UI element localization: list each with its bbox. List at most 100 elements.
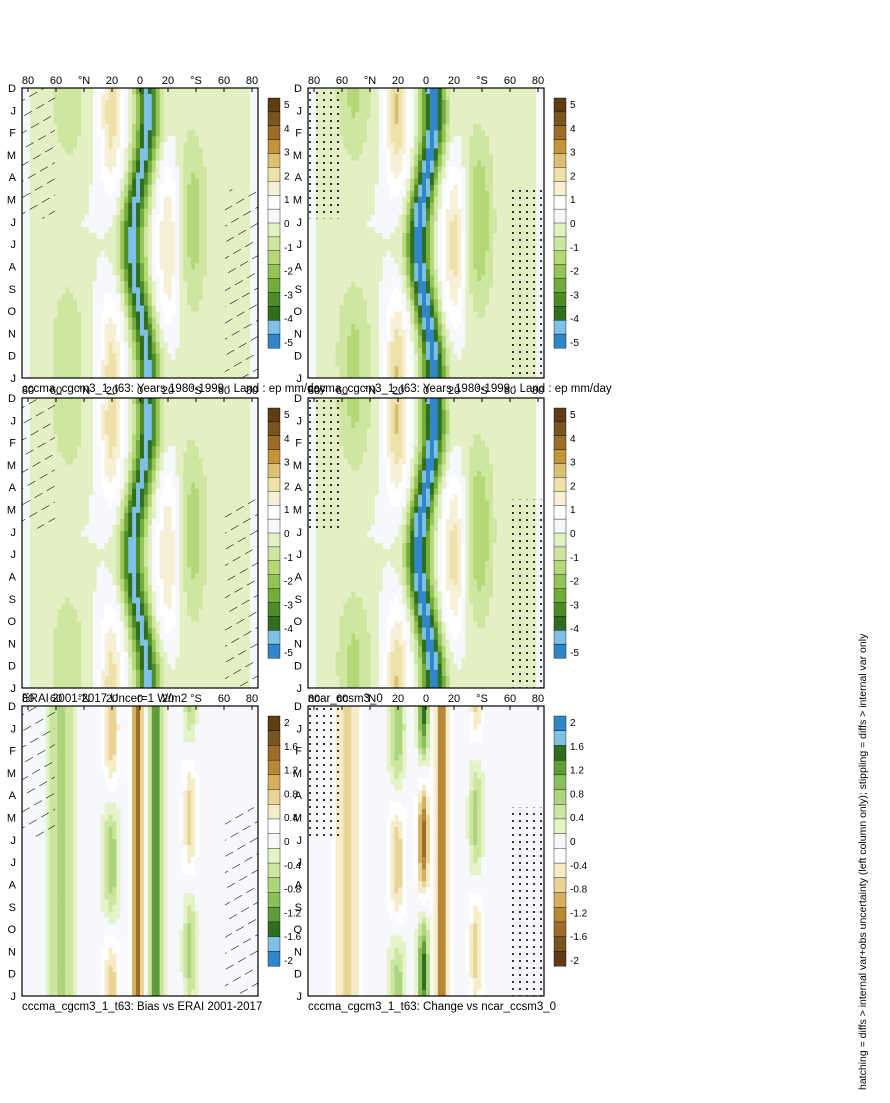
heat-cell	[386, 311, 391, 318]
heat-cell	[445, 142, 450, 149]
heat-cell	[370, 281, 376, 288]
heat-cell	[234, 148, 239, 155]
overlay-region-north	[22, 88, 56, 219]
heat-cell	[250, 172, 255, 180]
heat-cell	[61, 178, 66, 186]
heat-cell	[29, 269, 35, 276]
heat-cell	[61, 341, 66, 349]
heat-cell	[250, 154, 255, 161]
heat-cell	[100, 269, 105, 276]
heat-cell	[319, 305, 325, 312]
heat-cell	[88, 293, 94, 300]
heat-cell	[367, 329, 372, 337]
heat-cell	[433, 88, 439, 95]
heat-cell	[457, 112, 462, 119]
heat-cell	[37, 220, 43, 228]
heat-cell	[339, 239, 344, 246]
heat-cell	[112, 88, 117, 95]
heat-cell	[191, 154, 196, 161]
heat-cell	[92, 118, 98, 125]
heat-cell	[449, 311, 454, 318]
heat-cell	[96, 178, 102, 186]
heat-cell	[183, 112, 188, 119]
heat-cell	[250, 160, 255, 167]
heat-cell	[202, 166, 208, 173]
heat-cell	[202, 305, 208, 312]
heat-cell	[22, 287, 27, 294]
heat-cell	[183, 329, 188, 337]
heat-cell	[254, 160, 259, 167]
heat-cell	[386, 214, 391, 222]
heat-cell	[84, 214, 90, 222]
heat-cell	[449, 202, 454, 210]
heat-cell	[202, 220, 208, 228]
heat-cell	[128, 257, 133, 264]
heat-cell	[100, 208, 105, 216]
heat-cell	[343, 299, 348, 306]
heat-cell	[33, 226, 39, 234]
month-tick-label: J	[11, 217, 17, 229]
heat-cell	[343, 118, 348, 125]
heat-cell	[402, 365, 407, 373]
heat-cell	[418, 202, 423, 210]
heat-cell	[433, 245, 439, 252]
heat-cell	[367, 311, 372, 318]
heat-cell	[151, 148, 157, 155]
heat-cell	[469, 335, 474, 343]
heat-cell	[163, 196, 168, 204]
heat-cell	[422, 190, 427, 198]
heat-cell	[29, 233, 35, 240]
heat-cell	[140, 317, 145, 325]
heat-cell	[461, 239, 466, 246]
heat-cell	[214, 245, 220, 252]
heat-cell	[81, 269, 86, 276]
heat-cell	[88, 365, 94, 373]
heat-cell	[343, 287, 348, 294]
heat-cell	[33, 233, 39, 240]
heat-cell	[453, 142, 458, 149]
heat-cell	[449, 148, 454, 155]
heat-cell	[457, 124, 462, 131]
heat-cell	[359, 269, 364, 276]
heat-cell	[151, 130, 157, 137]
heat-cell	[386, 100, 391, 107]
heat-cell	[469, 202, 474, 210]
heat-cell	[441, 214, 447, 222]
heat-cell	[343, 154, 348, 161]
heat-cell	[445, 233, 450, 240]
heat-cell	[57, 281, 62, 288]
heat-cell	[214, 233, 220, 240]
heat-cell	[77, 202, 82, 210]
heat-cell	[426, 275, 431, 282]
heat-cell	[147, 317, 153, 325]
heat-cell	[202, 251, 208, 258]
heat-cell	[398, 281, 403, 288]
heat-cell	[136, 323, 141, 331]
heat-cell	[104, 305, 109, 312]
heat-cell	[202, 239, 208, 246]
heat-cell	[382, 365, 388, 373]
heat-cell	[433, 196, 439, 204]
heat-cell	[254, 130, 259, 137]
heat-cell	[418, 239, 423, 246]
heat-cell	[461, 172, 466, 180]
heat-cell	[214, 371, 220, 379]
heat-cell	[69, 100, 74, 107]
heat-cell	[175, 281, 180, 288]
heat-cell	[171, 341, 176, 349]
heat-cell	[167, 323, 172, 331]
heat-cell	[343, 257, 348, 264]
heat-cell	[206, 281, 212, 288]
heat-cell	[195, 305, 200, 312]
heat-cell	[202, 130, 208, 137]
heat-cell	[143, 263, 149, 270]
heat-cell	[159, 293, 164, 300]
heat-cell	[355, 172, 360, 180]
heat-cell	[45, 269, 50, 276]
heat-cell	[167, 317, 172, 325]
heat-cell	[473, 112, 478, 119]
heat-cell	[167, 124, 172, 131]
heat-cell	[394, 208, 399, 216]
heat-cell	[339, 166, 344, 173]
heat-cell	[410, 166, 415, 173]
